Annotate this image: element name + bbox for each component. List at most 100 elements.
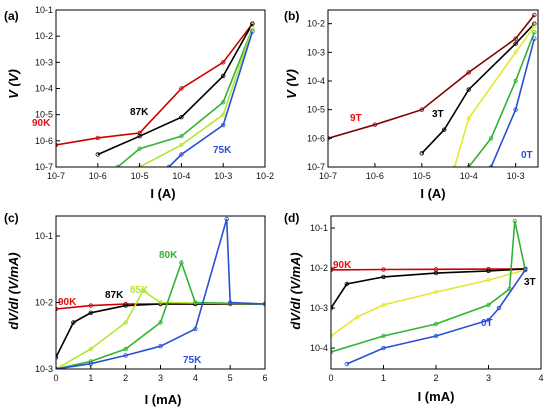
data-point [513, 41, 518, 46]
data-point [344, 361, 349, 367]
data-point [381, 302, 386, 308]
data-point [433, 289, 439, 295]
y-tick-label: 10-4 [307, 76, 325, 86]
y-tick-label: 10-7 [307, 162, 325, 172]
data-point [158, 300, 163, 305]
data-point [179, 260, 184, 265]
series-group [331, 218, 528, 367]
series-line [56, 303, 265, 358]
panel-letter: (c) [4, 211, 19, 225]
y-tick-label: 10-3 [35, 364, 53, 374]
y-tick-label: 10-3 [307, 47, 325, 57]
series-annotation: 90K [32, 118, 51, 129]
data-point [71, 320, 76, 325]
data-point [513, 50, 518, 55]
x-tick-label: 10-3 [214, 171, 232, 181]
plot-frame [55, 9, 266, 168]
data-point [532, 36, 537, 41]
series-line [421, 23, 535, 154]
data-point [372, 122, 378, 127]
series-annotation: 9T [350, 113, 362, 124]
y-tick-label: 10-1 [310, 223, 328, 233]
series-line [117, 28, 254, 167]
data-point [466, 87, 471, 92]
panel-letter: (d) [284, 211, 299, 225]
x-axis-label: I (A) [150, 186, 175, 201]
series-line [56, 260, 265, 369]
data-point [220, 60, 226, 65]
data-point [513, 107, 518, 112]
plot-frame [327, 9, 539, 168]
data-point [95, 152, 100, 157]
data-point [513, 36, 518, 41]
data-point [179, 86, 184, 91]
series-line [97, 23, 254, 156]
data-point [355, 314, 360, 320]
data-point [123, 346, 128, 352]
data-point [88, 346, 93, 352]
y-tick-label: 10-4 [310, 343, 328, 353]
x-tick-label: 2 [123, 373, 128, 383]
x-tick-label: 0 [328, 373, 333, 383]
series-line [331, 268, 526, 271]
series-annotation: 85K [130, 285, 149, 296]
x-tick-label: 3 [158, 373, 163, 383]
data-point [250, 21, 255, 26]
x-tick-label: 1 [88, 373, 93, 383]
series-line [468, 32, 536, 167]
data-point [179, 142, 184, 148]
data-point [88, 303, 93, 308]
x-tick-label: 0 [53, 373, 58, 383]
data-point [227, 300, 233, 305]
y-tick-label: 10-2 [35, 31, 53, 41]
data-point [381, 345, 386, 351]
series-line [56, 218, 265, 369]
y-axis-label: dV/dI (V/mA) [288, 252, 303, 329]
series-annotation: 90K [333, 260, 352, 271]
panel-b: 10-7 10-6 10-5 10-4 10-3 10-7 10-6 10-5 10-4 10-3… [284, 9, 539, 201]
series-annotation: 80K [159, 250, 178, 261]
data-point [523, 267, 528, 273]
panel-letter: (a) [4, 9, 19, 23]
data-point [137, 146, 142, 151]
x-tick-label: 2 [433, 373, 438, 383]
data-point [179, 152, 184, 157]
series-line [490, 38, 536, 167]
data-point [419, 107, 424, 112]
panel-a: 10-7 10-6 10-5 10-4 10-3 10-2 10-7 10-6 10-5 10-4… [4, 5, 274, 201]
series-line [346, 269, 526, 365]
y-tick-label: 10-5 [307, 105, 325, 115]
y-tick-label: 10-6 [35, 136, 53, 146]
data-point [381, 267, 386, 272]
data-point [532, 30, 537, 35]
x-tick-label: 1 [381, 373, 386, 383]
y-tick-label: 10-2 [310, 263, 328, 273]
series-annotation: 0T [481, 318, 493, 329]
data-point [344, 281, 349, 287]
y-tick-label: 10-1 [35, 5, 53, 15]
data-point [433, 333, 439, 339]
y-tick-label: 10-3 [310, 303, 328, 313]
x-tick-label: 10-2 [256, 171, 274, 181]
series-annotation: 3T [432, 109, 444, 120]
x-tick-label: 10-6 [89, 171, 107, 181]
panel-c: 0 1 2 3 4 5 6 10-3 10-2 10-1 (c) I (mA) dV/dI (V/mA)… [4, 211, 268, 407]
series-annotation: 75K [213, 145, 232, 156]
series-group [56, 216, 265, 369]
series-annotation: 87K [105, 290, 124, 301]
data-point [220, 112, 226, 117]
data-point [158, 344, 163, 349]
data-point [220, 99, 226, 105]
series-annotation: 75K [183, 355, 202, 366]
series-group [56, 21, 255, 167]
y-axis-label: dV/dI (V/mA) [6, 252, 21, 329]
data-point [433, 321, 439, 327]
series-group [328, 12, 537, 167]
y-tick-label: 10-3 [35, 57, 53, 67]
data-point [442, 127, 447, 132]
data-point [532, 12, 537, 18]
series-line [331, 220, 527, 353]
panel-letter: (b) [284, 9, 299, 23]
x-axis-label: I (mA) [145, 392, 182, 407]
x-tick-label: 10-3 [507, 171, 525, 181]
